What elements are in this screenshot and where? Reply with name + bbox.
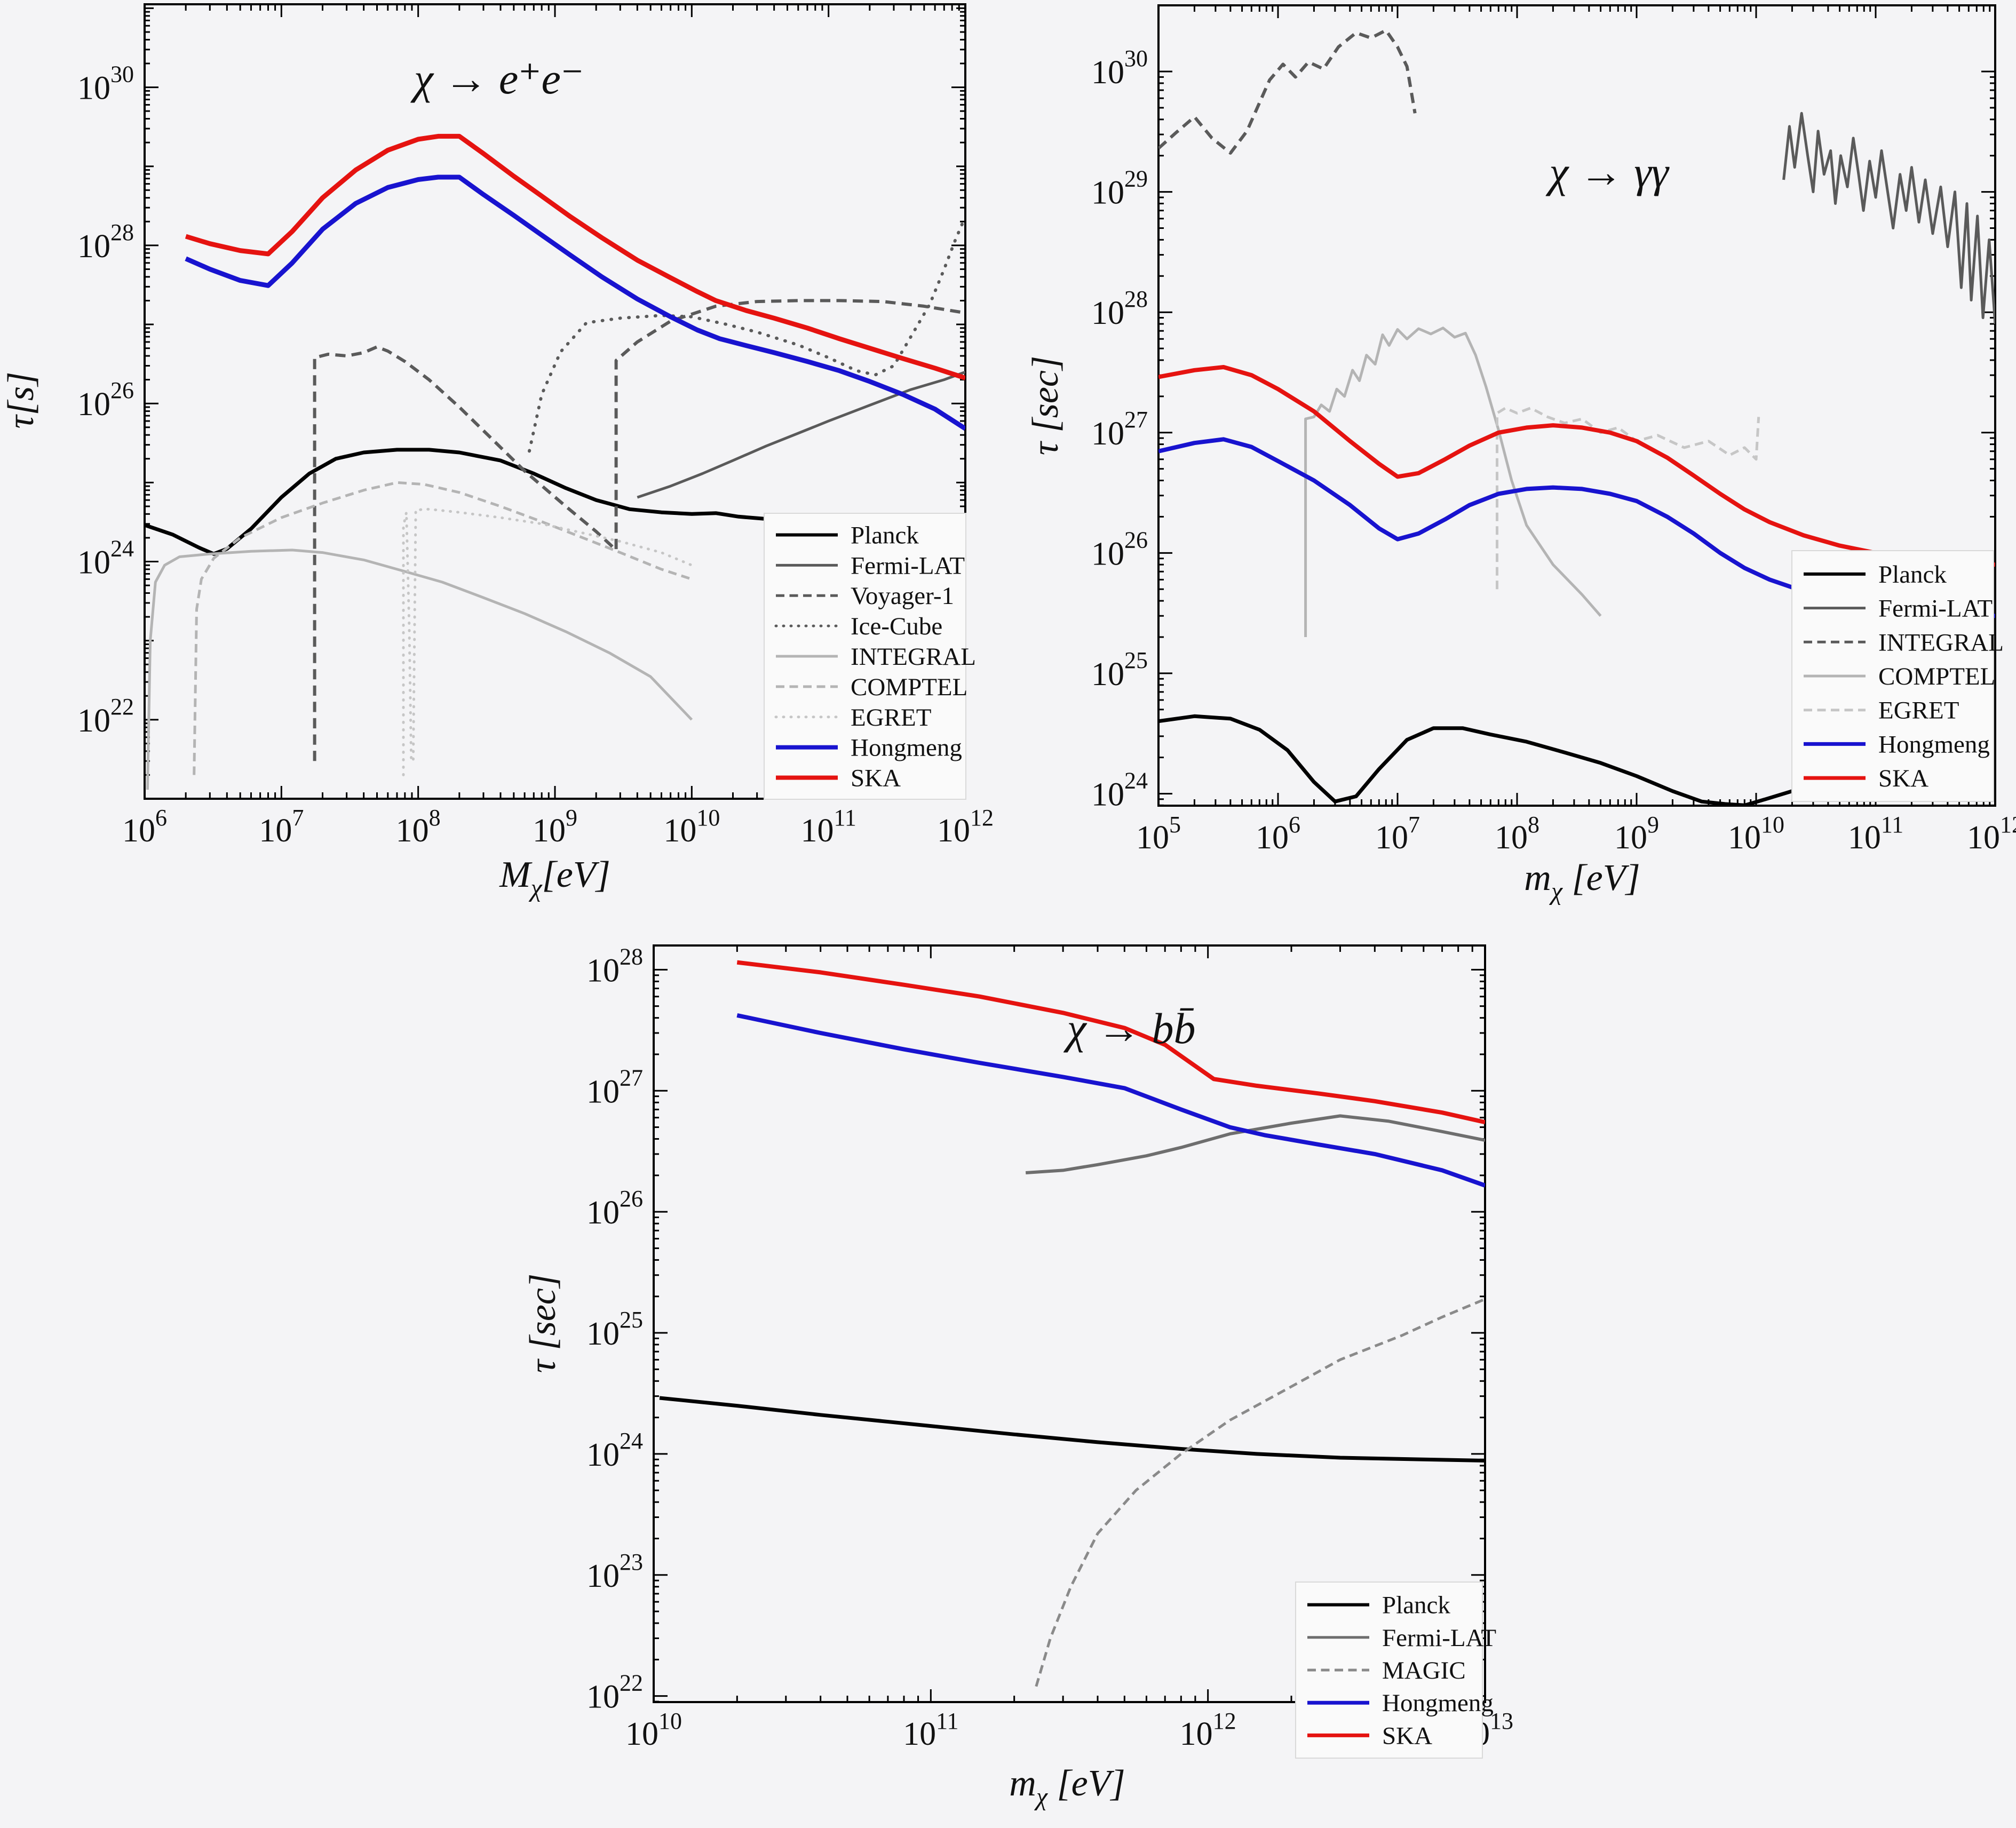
x-axis-label: mχ [eV] (1524, 857, 1640, 905)
y-tick-label: 1024 (586, 1428, 643, 1473)
legend-label-ska: SKA (851, 765, 901, 792)
legend-label-planck: Planck (1382, 1592, 1450, 1619)
series-magic (1035, 1298, 1485, 1687)
plot-title: χ → bb̄ (1063, 1004, 1195, 1053)
legend: Planck Fermi-LAT INTEGRAL COMPTEL EGRET Hongm… (1791, 550, 2004, 802)
series-integral (146, 549, 693, 790)
legend-label-ska: SKA (1382, 1722, 1432, 1750)
series-ska (736, 960, 1485, 1125)
axis-ticks (653, 945, 1486, 1703)
y-axis-label: τ[s] (1, 372, 42, 429)
legend-label-ice-cube: Ice-Cube (851, 613, 942, 640)
series-hongmeng (1158, 437, 1995, 618)
y-tick-label: 1027 (586, 1064, 643, 1110)
y-axis-label: τ [sec] (1025, 356, 1066, 455)
series-hongmeng (185, 174, 965, 431)
series-egret (402, 507, 693, 776)
x-axis-label: Mχ[eV] (499, 854, 610, 902)
y-tick-label: 1026 (586, 1186, 643, 1231)
x-tick-label: 1011 (903, 1708, 958, 1752)
x-tick-label: 1012 (1180, 1708, 1236, 1752)
legend-label-fermi-lat: Fermi-LAT (1382, 1624, 1496, 1652)
legend-label-planck: Planck (851, 521, 919, 549)
x-axis-label: mχ [eV] (1009, 1763, 1125, 1811)
series-fermi-lat (1782, 112, 1995, 324)
y-tick-label: 1025 (586, 1307, 643, 1352)
y-tick-label: 1028 (1091, 286, 1148, 331)
legend-label-fermi-lat: Fermi-LAT (851, 552, 965, 579)
axes-frame (1157, 4, 1996, 807)
legend-label-hongmeng: Hongmeng (1878, 730, 1990, 758)
legend-label-hongmeng: Hongmeng (1382, 1689, 1494, 1717)
legend-label-hongmeng: Hongmeng (851, 734, 962, 762)
y-tick-label: 1023 (586, 1549, 643, 1594)
x-tick-label: 1010 (625, 1708, 682, 1752)
y-tick-label: 1028 (586, 943, 643, 989)
legend-label-ska: SKA (1878, 765, 1928, 792)
series-ska (1158, 365, 1995, 567)
legend-label-fermi-lat: Fermi-LAT (1878, 595, 1993, 623)
y-tick-label: 1022 (586, 1670, 643, 1715)
series-fermi-lat (1026, 1114, 1485, 1174)
series-group (145, 133, 965, 790)
series-integral (1158, 28, 1417, 155)
series-ice-cube (528, 215, 965, 453)
plot-title: χ → e⁺e⁻ (410, 54, 584, 103)
series-planck (659, 1396, 1485, 1463)
legend-label-planck: Planck (1878, 561, 1947, 589)
legend: Planck Fermi-LAT Voyager-1 Ice-Cube INTEGRAL… (764, 513, 976, 800)
legend-label-voyager-1: Voyager-1 (851, 582, 954, 610)
legend: Planck Fermi-LAT MAGIC Hongmeng SKA (1295, 1581, 1496, 1759)
legend-label-comptel: COMPTEL (851, 673, 967, 701)
series-hongmeng (736, 1013, 1485, 1188)
legend-label-integral: INTEGRAL (851, 643, 976, 671)
series-group (659, 960, 1485, 1687)
axes-frame (653, 944, 1486, 1703)
axis-ticks (1157, 5, 1996, 806)
series-egret (1496, 407, 1760, 590)
legend-label-integral: INTEGRAL (1878, 629, 2004, 656)
series-fermi-lat (637, 370, 965, 499)
legend-label-magic: MAGIC (1382, 1657, 1466, 1684)
series-group (1158, 28, 1995, 806)
legend-label-comptel: COMPTEL (1878, 663, 1995, 690)
plot-title: χ → γγ (1545, 148, 1670, 196)
legend-label-egret: EGRET (1878, 697, 1959, 725)
series-comptel (1304, 327, 1602, 637)
legend-label-egret: EGRET (851, 704, 931, 732)
series-ska (185, 133, 965, 380)
series-comptel (193, 481, 693, 775)
y-axis-label: τ [sec] (522, 1274, 563, 1373)
